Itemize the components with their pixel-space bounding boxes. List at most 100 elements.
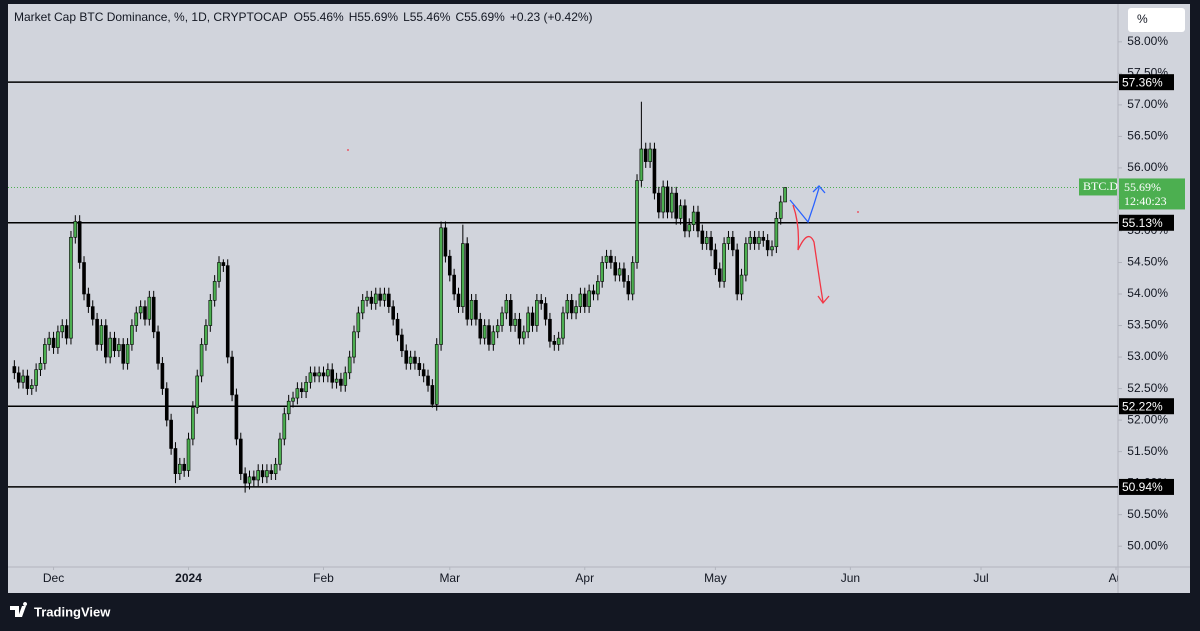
candle-body <box>69 236 73 339</box>
candle-body <box>739 274 744 295</box>
candle-body <box>108 337 112 358</box>
candle-body <box>299 388 304 393</box>
candle-body <box>64 325 69 339</box>
candle-body <box>744 243 748 276</box>
candle-body <box>622 268 626 282</box>
candle-body <box>635 180 639 263</box>
candle-body <box>587 290 591 307</box>
candle-body <box>34 369 38 386</box>
candle-body <box>387 293 391 307</box>
candle-body <box>138 306 143 314</box>
candle-body <box>391 306 395 320</box>
candle-body <box>330 369 335 383</box>
candle-body <box>508 300 513 326</box>
candle-body <box>482 325 487 339</box>
candle-body <box>717 268 722 282</box>
level-label-box <box>1119 398 1174 415</box>
candle-body <box>99 325 104 345</box>
candle-body <box>395 318 400 336</box>
candle-body <box>452 274 456 295</box>
x-tick-label: Mar <box>439 571 460 585</box>
candle-body <box>665 186 670 213</box>
candle-body <box>130 325 134 345</box>
candle-body <box>447 255 452 276</box>
candle-body <box>704 236 709 244</box>
candle-body <box>543 303 548 320</box>
candle-body <box>12 366 17 374</box>
candle-body <box>578 293 583 307</box>
candle-body <box>774 218 779 248</box>
candle-body <box>382 293 387 301</box>
candle-body <box>561 312 565 339</box>
candle-body <box>221 262 226 266</box>
scale-button[interactable] <box>1128 8 1185 32</box>
x-tick-label: Apr <box>575 571 594 585</box>
drawn-dot <box>347 149 349 151</box>
candle-body <box>21 375 25 383</box>
legend-ohlc: O55.46% <box>294 10 344 24</box>
candle-body <box>430 385 435 405</box>
scale-button-label[interactable]: % <box>1137 12 1148 26</box>
candle-body <box>413 356 417 364</box>
axes: 50.00%50.50%51.00%51.50%52.00%52.50%53.0… <box>1079 34 1185 552</box>
level-label: 57.36% <box>1122 75 1163 89</box>
candle-body <box>535 300 539 326</box>
candle-body <box>574 306 578 314</box>
candle-body <box>77 221 82 263</box>
candle-body <box>565 300 570 314</box>
candle-body <box>269 470 274 474</box>
candle-body <box>186 438 191 471</box>
candle-body <box>51 337 56 348</box>
candle-body <box>556 337 561 345</box>
candle-body <box>491 331 496 345</box>
candle-body <box>548 318 552 342</box>
candle-body <box>95 318 99 345</box>
candle-body <box>626 281 631 295</box>
candle-body <box>343 372 348 386</box>
candle-body <box>783 187 787 203</box>
candle-body <box>674 192 679 219</box>
candle-body <box>164 388 169 421</box>
symbol-box <box>1079 178 1117 196</box>
candle-body <box>160 363 165 389</box>
candle-body <box>683 205 687 232</box>
level-label: 52.22% <box>1122 399 1163 413</box>
candle-body <box>670 192 674 213</box>
candle-body <box>421 369 426 377</box>
level-label-box <box>1119 214 1174 231</box>
candle-body <box>722 243 726 282</box>
candle-body <box>208 300 213 326</box>
legend: Market Cap BTC Dominance, %, 1D, CRYPTOC… <box>14 10 593 24</box>
candle-body <box>582 293 587 307</box>
candle-body <box>369 296 374 304</box>
candle-body <box>456 293 461 307</box>
candle-body <box>648 148 652 162</box>
candle-body <box>225 265 230 358</box>
candle-body <box>748 236 753 244</box>
footer-bar <box>0 596 1200 631</box>
candle-body <box>630 262 635 295</box>
last-price-label: 55.69% <box>1124 180 1161 194</box>
logo-icon <box>10 602 28 617</box>
candle-body <box>252 476 256 481</box>
candle-body <box>247 476 252 484</box>
x-tick-label: Au <box>1109 571 1124 585</box>
candle-body <box>352 331 356 358</box>
candle-body <box>373 293 378 304</box>
candle-body <box>212 281 217 301</box>
candle-body <box>600 262 604 282</box>
chart-background <box>8 4 1190 593</box>
drawn-dot <box>857 211 859 213</box>
candle-body <box>569 300 574 314</box>
candle-body <box>591 290 596 295</box>
candle-body <box>365 296 369 301</box>
legend-title: Market Cap BTC Dominance, %, 1D, CRYPTOC… <box>14 10 288 24</box>
candle-body <box>182 463 186 471</box>
candle-body <box>308 372 313 383</box>
candle-body <box>334 378 339 383</box>
candle-body <box>204 325 208 345</box>
candle-body <box>765 240 770 251</box>
candle-body <box>304 381 308 393</box>
y-tick-label: 56.50% <box>1127 129 1168 143</box>
